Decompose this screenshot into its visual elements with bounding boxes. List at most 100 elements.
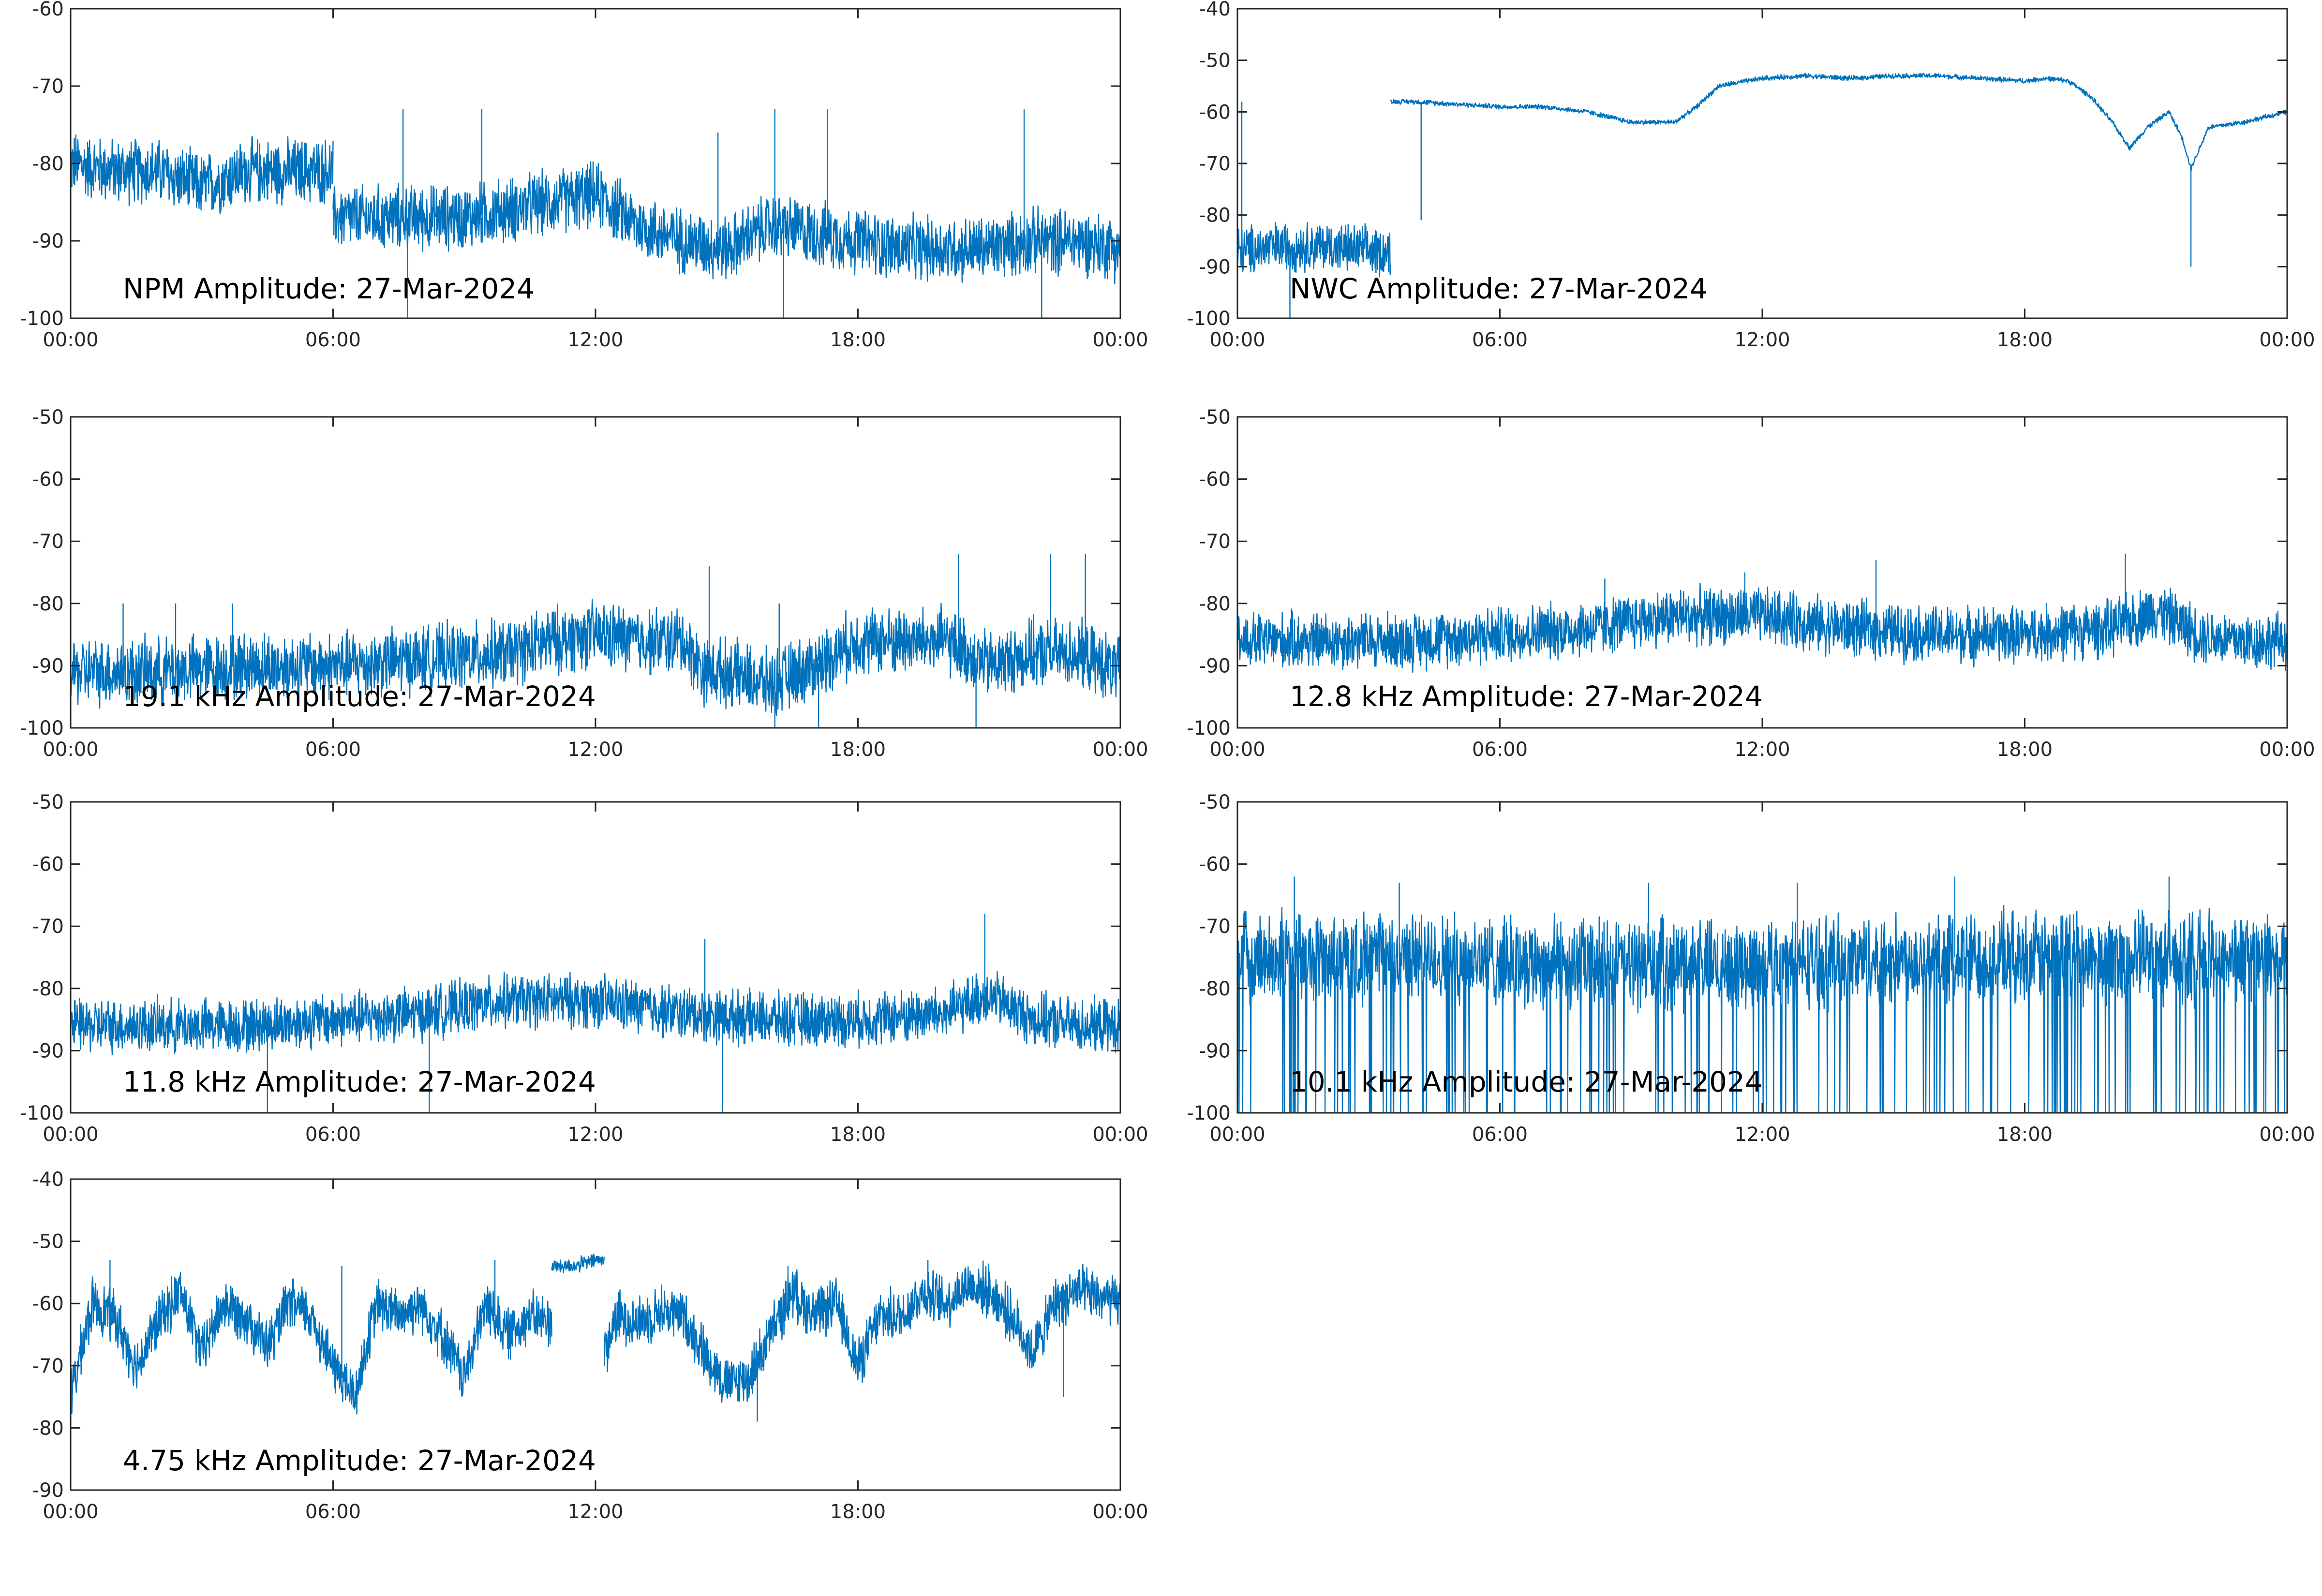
y-tick-label: -90 — [32, 1040, 64, 1062]
y-tick-label: -70 — [32, 1355, 64, 1377]
series-trace-group — [1237, 876, 2287, 1113]
y-tick-label: -90 — [32, 1479, 64, 1502]
x-tick-label: 00:00 — [43, 739, 98, 761]
y-tick-label: -60 — [32, 1293, 64, 1315]
y-tick-label: -50 — [1199, 406, 1231, 429]
x-tick-label: 06:00 — [305, 1501, 361, 1523]
y-tick-label: -60 — [32, 0, 64, 20]
x-tick-label: 00:00 — [1092, 1501, 1148, 1523]
y-tick-label: -100 — [1187, 717, 1231, 739]
x-tick-label: 18:00 — [1997, 739, 2053, 761]
x-tick-label: 12:00 — [567, 1501, 623, 1523]
x-tick-label: 06:00 — [305, 1123, 361, 1146]
y-tick-label: -50 — [32, 406, 64, 429]
series-trace-group — [1237, 553, 2287, 673]
y-tick-label: -90 — [32, 230, 64, 252]
y-tick-label: -100 — [20, 1102, 64, 1124]
panel-title: 4.75 kHz Amplitude: 27-Mar-2024 — [123, 1444, 596, 1477]
x-tick-label: 12:00 — [567, 739, 623, 761]
y-tick-label: -70 — [1199, 531, 1231, 553]
series-line — [71, 598, 1120, 716]
y-tick-label: -60 — [32, 854, 64, 876]
x-tick-label: 00:00 — [1092, 739, 1148, 761]
y-tick-label: -70 — [32, 916, 64, 938]
y-tick-label: -90 — [32, 655, 64, 677]
series-line — [1237, 905, 2287, 1113]
x-tick-label: 12:00 — [567, 1123, 623, 1146]
x-tick-label: 00:00 — [2259, 1123, 2315, 1146]
y-tick-label: -70 — [1199, 916, 1231, 938]
x-tick-label: 12:00 — [567, 329, 623, 351]
y-tick-label: -70 — [32, 75, 64, 98]
x-tick-label: 00:00 — [2259, 739, 2315, 761]
y-tick-label: -100 — [1187, 308, 1231, 330]
x-tick-label: 18:00 — [830, 1501, 886, 1523]
y-tick-label: -50 — [1199, 50, 1231, 72]
series-trace-group — [71, 553, 1120, 728]
x-tick-label: 00:00 — [43, 1123, 98, 1146]
x-tick-label: 06:00 — [1472, 1123, 1528, 1146]
x-tick-label: 06:00 — [305, 329, 361, 351]
x-tick-label: 06:00 — [1472, 329, 1528, 351]
y-tick-label: -80 — [32, 978, 64, 1000]
y-tick-label: -80 — [1199, 593, 1231, 615]
y-tick-label: -100 — [1187, 1102, 1231, 1124]
x-tick-label: 06:00 — [1472, 739, 1528, 761]
y-tick-label: -70 — [32, 531, 64, 553]
panel-title: NWC Amplitude: 27-Mar-2024 — [1290, 272, 1708, 305]
x-tick-label: 06:00 — [305, 739, 361, 761]
y-tick-label: -100 — [20, 308, 64, 330]
x-tick-label: 00:00 — [1209, 329, 1265, 351]
y-tick-label: -80 — [1199, 978, 1231, 1000]
y-tick-label: -50 — [1199, 791, 1231, 813]
x-tick-label: 00:00 — [1092, 1123, 1148, 1146]
y-tick-label: -90 — [1199, 1040, 1231, 1062]
x-tick-label: 00:00 — [43, 1501, 98, 1523]
x-tick-label: 12:00 — [1734, 329, 1790, 351]
panel-title: 19.1 kHz Amplitude: 27-Mar-2024 — [123, 680, 596, 713]
series-line — [71, 971, 1120, 1056]
y-tick-label: -70 — [1199, 153, 1231, 175]
series-trace-group — [1237, 73, 2287, 318]
y-tick-label: -40 — [1199, 0, 1231, 20]
x-tick-label: 00:00 — [2259, 329, 2315, 351]
x-tick-label: 18:00 — [1997, 329, 2053, 351]
series-trace-group — [71, 1253, 1120, 1422]
x-tick-label: 18:00 — [830, 739, 886, 761]
x-tick-label: 18:00 — [830, 329, 886, 351]
series-trace-group — [71, 109, 1120, 318]
y-tick-label: -60 — [1199, 469, 1231, 491]
x-tick-label: 18:00 — [830, 1123, 886, 1146]
y-tick-label: -80 — [32, 153, 64, 175]
y-tick-label: -100 — [20, 717, 64, 739]
series-line — [1237, 582, 2287, 673]
y-tick-label: -40 — [32, 1168, 64, 1191]
series-line — [1237, 73, 2287, 278]
y-tick-label: -80 — [32, 593, 64, 615]
panel-title: 10.1 kHz Amplitude: 27-Mar-2024 — [1290, 1065, 1763, 1098]
y-tick-label: -60 — [1199, 854, 1231, 876]
series-trace-group — [71, 914, 1120, 1113]
panel-title: 12.8 kHz Amplitude: 27-Mar-2024 — [1290, 680, 1763, 713]
x-tick-label: 12:00 — [1734, 1123, 1790, 1146]
x-tick-label: 00:00 — [1092, 329, 1148, 351]
panel-title: NPM Amplitude: 27-Mar-2024 — [123, 272, 535, 305]
y-tick-label: -60 — [32, 469, 64, 491]
series-line — [71, 1253, 1120, 1415]
y-tick-label: -80 — [1199, 205, 1231, 227]
panel-title: 11.8 kHz Amplitude: 27-Mar-2024 — [123, 1065, 596, 1098]
x-tick-label: 00:00 — [1209, 1123, 1265, 1146]
y-tick-label: -90 — [1199, 655, 1231, 677]
x-tick-label: 00:00 — [1209, 739, 1265, 761]
x-tick-label: 18:00 — [1997, 1123, 2053, 1146]
series-line — [71, 134, 1120, 284]
x-tick-label: 00:00 — [43, 329, 98, 351]
